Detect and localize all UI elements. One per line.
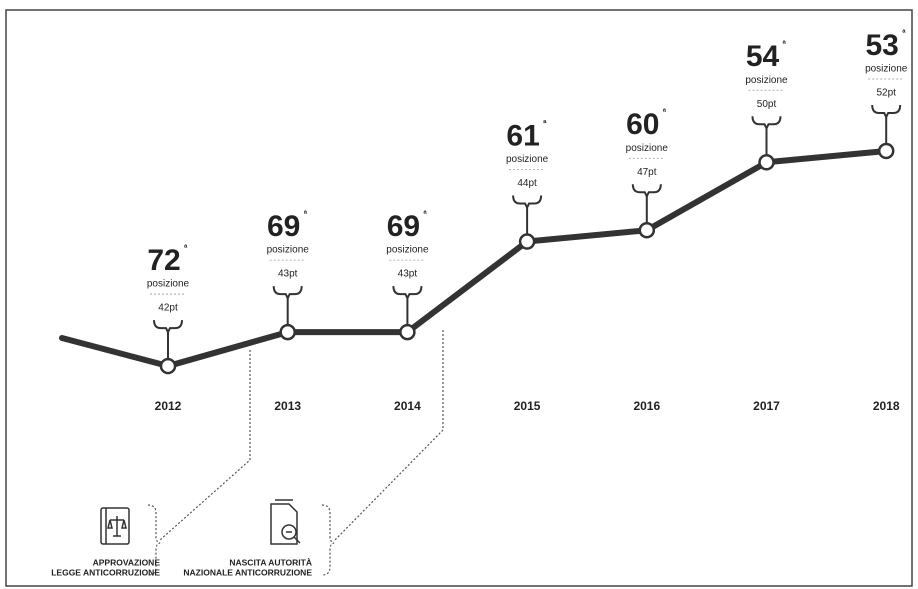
point [877,142,895,160]
position-label: posizione [506,154,549,165]
ordinal-suffix: ª [902,27,906,37]
line-lead [59,335,171,369]
icon-law [100,507,130,545]
position-value: 72 [147,244,180,277]
ordinal-suffix: ª [184,242,188,252]
bracket [512,195,543,210]
bracket [871,104,902,120]
point [399,323,416,341]
point [518,233,536,250]
score-label: 47pt [637,167,657,178]
ordinal-suffix: ª [783,39,787,49]
position-value: 69 [387,210,420,243]
point [638,221,656,239]
x-tick-label: 2013 [274,399,301,413]
bracket [392,286,423,301]
position-value: 61 [506,119,539,152]
annotation: NASCITA AUTORITÀ [229,557,312,567]
x-tick-label: 2012 [155,399,182,413]
score-label: 52pt [876,88,896,99]
position-label: posizione [626,143,669,154]
point [758,154,775,171]
position-value: 60 [626,108,659,141]
position-label: posizione [267,245,310,256]
position-label: posizione [865,64,908,75]
bracket [272,286,303,301]
x-tick-label: 2018 [873,399,900,413]
score-label: 44pt [517,178,537,189]
x-tick-label: 2014 [394,399,421,413]
score-label: 50pt [757,99,777,110]
ordinal-suffix: ª [663,107,667,117]
connectors [147,330,444,576]
icon-authority [270,499,301,545]
position-value: 54 [746,40,780,73]
bracket [751,116,782,131]
bracket [631,184,662,199]
x-tick-label: 2016 [633,399,660,413]
frame [5,9,913,587]
ordinal-suffix: ª [304,208,308,218]
point [279,323,296,341]
ordinal-suffix: ª [543,118,547,128]
point [159,357,177,375]
position-label: posizione [147,279,190,290]
position-value: 69 [267,210,300,243]
annotation: LEGGE ANTICORRUZIONE [51,567,160,577]
position-label: posizione [745,75,788,86]
score-label: 43pt [398,269,418,280]
ordinal-suffix: ª [423,208,427,218]
x-tick-label: 2015 [514,399,541,413]
score-label: 42pt [158,303,178,314]
x-tick-label: 2017 [753,399,780,413]
bracket [153,320,183,335]
annotation: APPROVAZIONE [93,557,161,567]
position-label: posizione [386,245,429,256]
annotation: NAZIONALE ANTICORRUZIONE [183,567,312,577]
position-value: 53 [866,29,899,62]
score-label: 43pt [278,269,298,280]
